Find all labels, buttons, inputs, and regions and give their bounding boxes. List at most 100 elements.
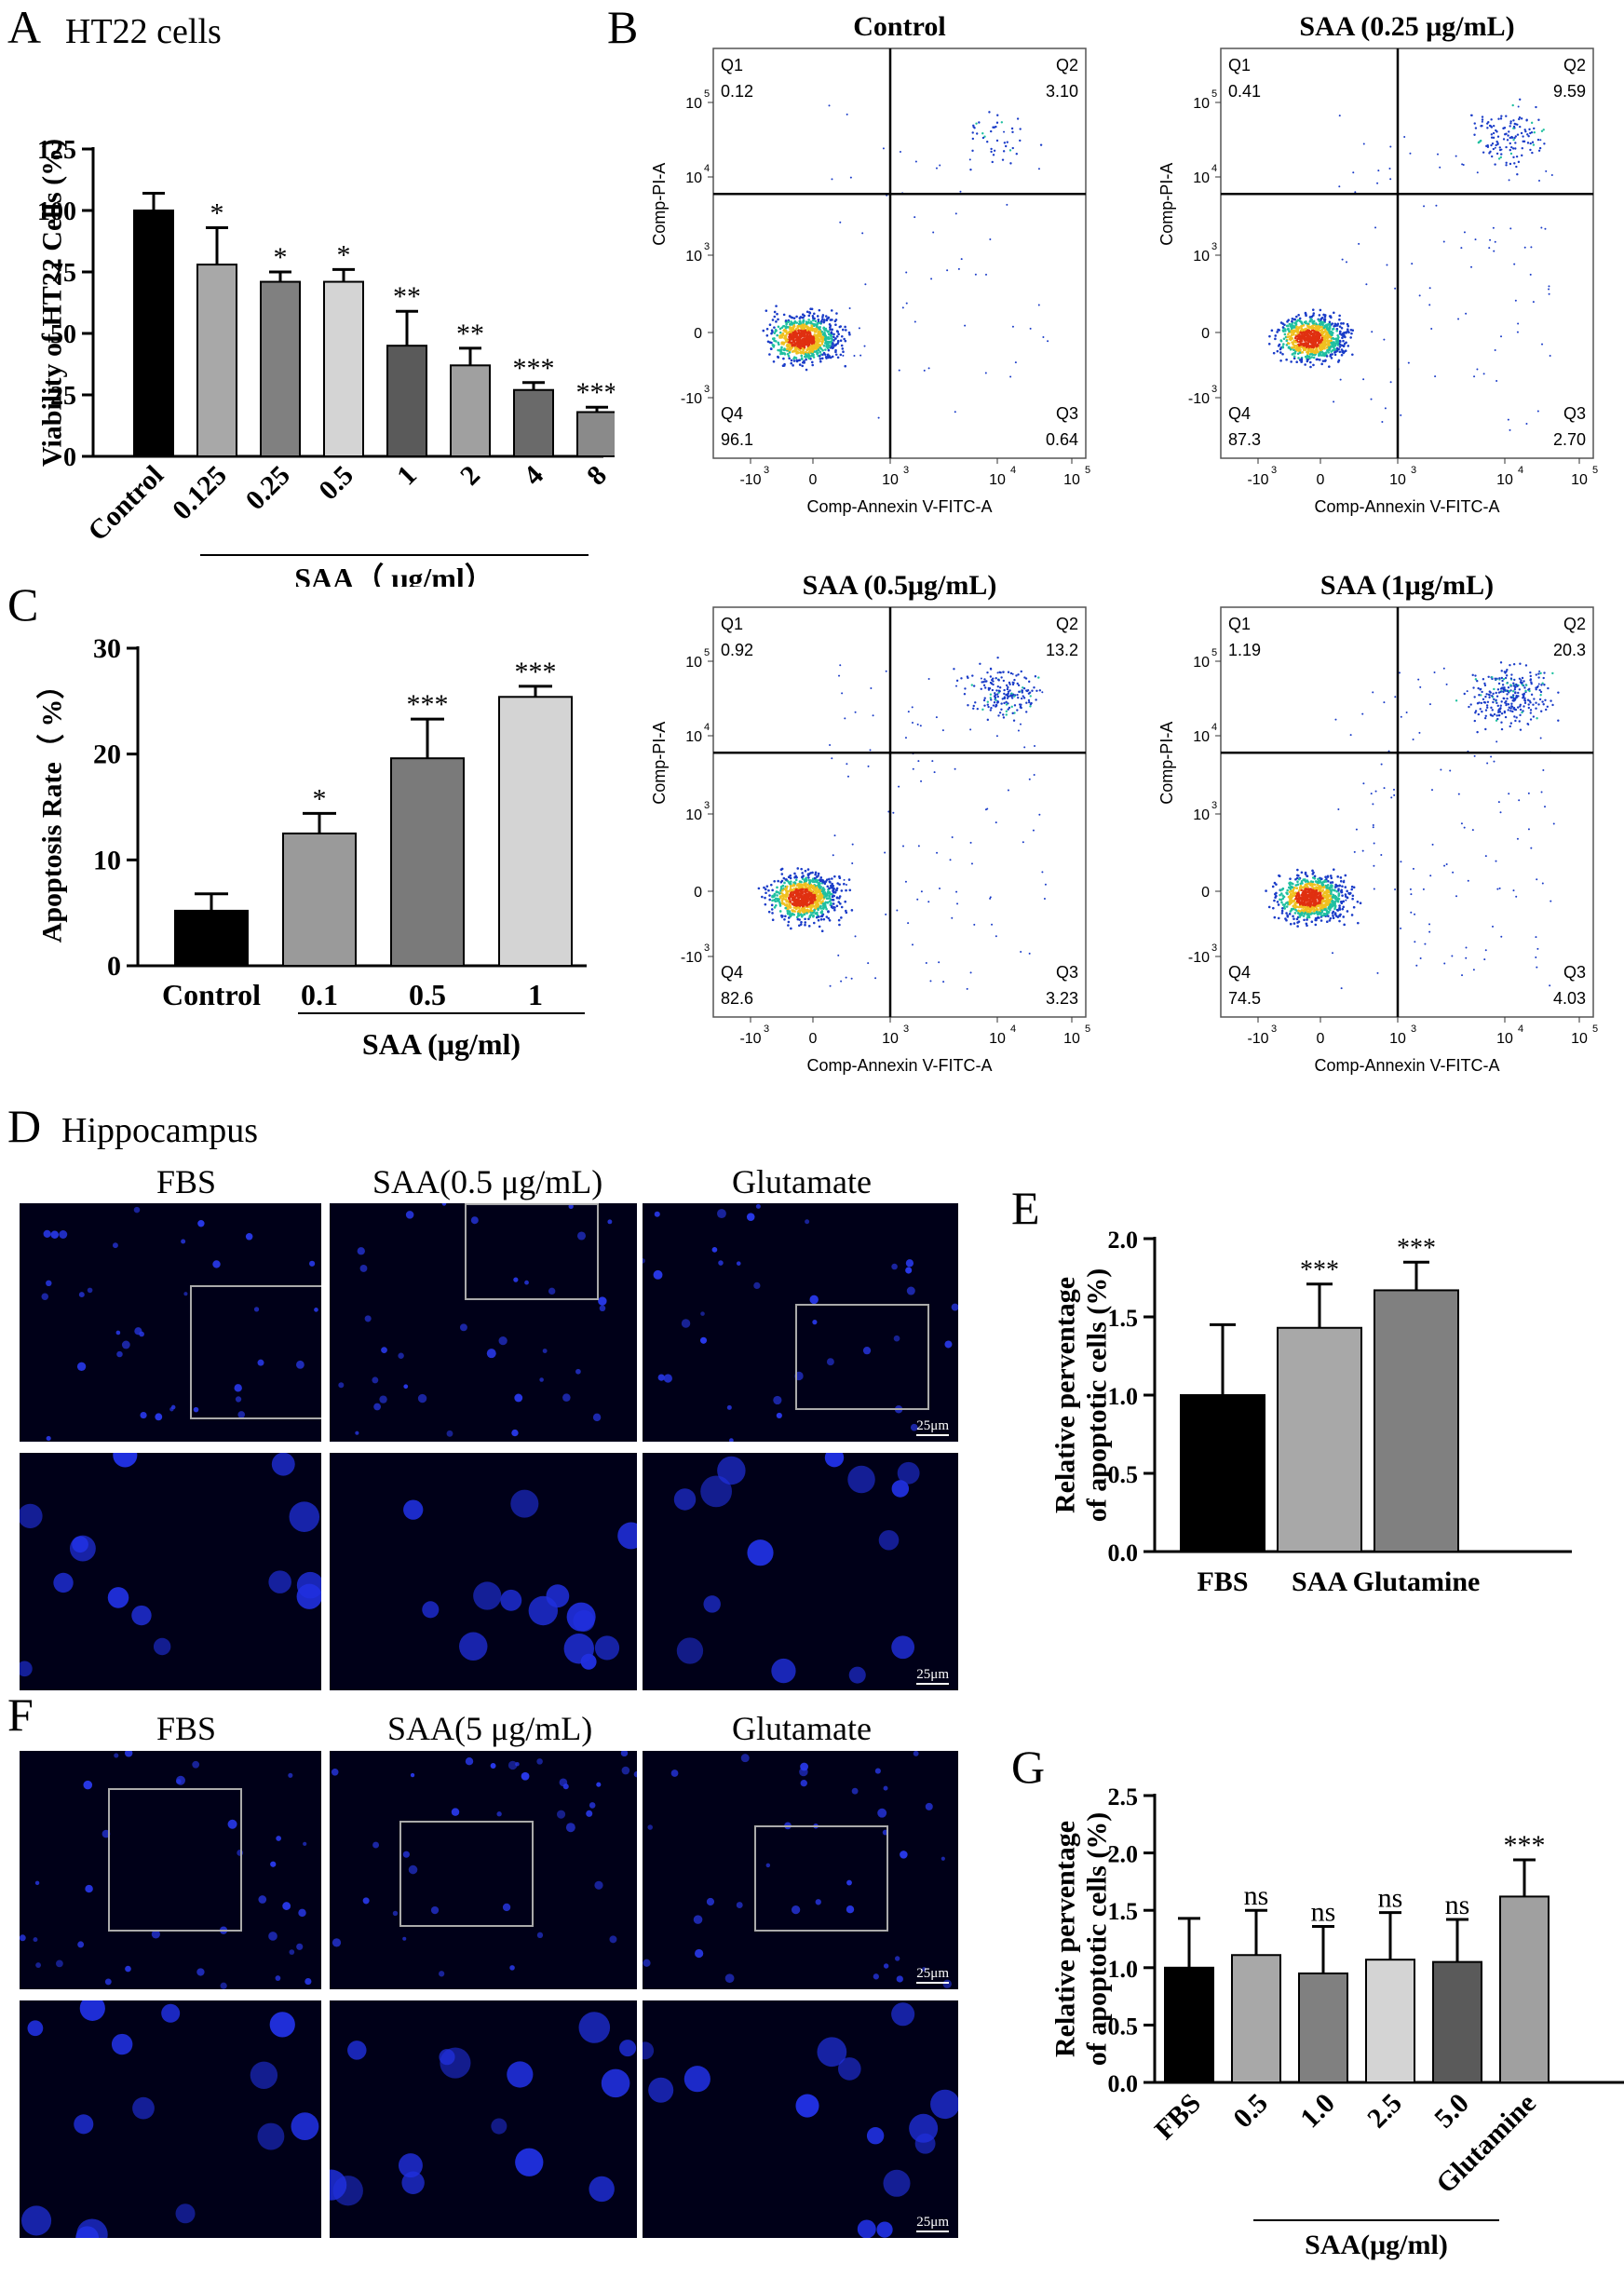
flow-event [1484,949,1487,952]
flow-event [1533,131,1536,134]
flow-event [1488,690,1491,693]
flow-event [783,881,786,885]
flow-event [1388,167,1391,169]
flow-event [966,987,968,990]
flow-event [1400,414,1402,416]
flow-event [800,888,803,891]
flow-event [1322,326,1326,330]
flow-event [996,114,999,116]
flow-event [1291,324,1294,328]
flow-event [791,350,794,353]
flow-event [844,339,847,343]
flow-event [1297,894,1301,898]
flow-event [1303,885,1306,888]
flow-event [1271,885,1275,888]
flow-event [964,324,967,327]
flow-event [916,898,919,901]
flow-event [1538,698,1542,701]
flow-event [1299,336,1303,339]
flow-event [1486,127,1489,129]
flow-event [809,341,813,345]
significance-marker: *** [515,657,557,687]
flow-event [813,908,816,912]
flow-event [975,122,978,125]
flow-event [805,329,809,332]
micrograph-D-overview-2 [330,1203,637,1442]
nucleus [41,1293,49,1301]
flow-event [1526,142,1530,144]
flow-event [1526,698,1530,701]
flow-event [788,357,791,360]
y-tick-label: 10 [1193,170,1210,186]
flow-event [1508,793,1510,795]
flow-event [1520,679,1522,682]
flow-event [864,283,867,286]
flow-event [845,888,847,892]
flow-event [1370,793,1373,795]
nucleus [359,1265,368,1272]
nucleus [193,1406,199,1413]
flow-event [1000,676,1003,679]
flow-event [1474,674,1477,677]
flow-event [796,347,799,350]
flow-event [1344,886,1347,888]
flow-event [792,335,794,338]
flow-event [989,896,992,899]
flow-event [1041,871,1044,874]
flow-event [1514,142,1517,144]
flow-event [931,760,934,763]
flow-event [1517,105,1520,108]
flow-event [976,132,979,135]
flow-event [1320,332,1323,335]
nucleus [403,1499,424,1520]
y-axis-label: Comp-PI-A [650,722,669,805]
flow-event [1500,153,1503,156]
flow-event [1310,912,1314,915]
x-tick-label: 10 [882,472,899,488]
x-tick-exp: 3 [764,1024,769,1035]
y-tick-exp: 4 [704,163,710,174]
flow-event [1303,891,1306,894]
flow-event [859,354,862,357]
flow-event [1410,911,1413,914]
flow-event [1003,688,1006,692]
flow-event [1338,904,1341,907]
y-tick-exp: 3 [704,384,710,395]
flow-event [1314,338,1318,341]
flow-event [801,327,804,331]
flow-event [837,901,841,903]
x-tick-label: -10 [1247,1031,1268,1047]
nucleus [237,1411,246,1418]
flow-event [1327,335,1331,339]
flow-event [1317,887,1320,890]
flow-event [841,692,844,695]
flow-event [803,913,806,916]
flow-event [1306,337,1309,341]
flow-event [1493,712,1496,716]
nucleus [563,1634,594,1664]
flow-event [844,325,846,329]
flow-event [1289,888,1292,890]
flow-event [1319,329,1321,332]
flow-event [1536,410,1539,413]
flow-event [983,686,987,689]
y-tick-label: 0 [63,443,76,472]
flow-event [1288,913,1292,915]
flow-event [1282,343,1285,346]
y-tick-label: 0 [1201,885,1210,901]
micrograph-D-zoom-2 [330,1453,637,1690]
flow-event [825,878,829,881]
flow-event [992,126,995,129]
flow-event [969,971,972,974]
flow-event [830,340,833,343]
flow-event [969,728,972,731]
y-tick-label: 10 [1193,249,1210,264]
flow-event [1541,682,1544,685]
flow-event [809,307,812,311]
flow-event [806,336,809,339]
flow-event [1523,698,1526,702]
y-tick-label: 75 [50,259,76,288]
flow-event [1476,680,1479,683]
flow-frame [1220,606,1594,1018]
flow-event [996,685,999,688]
